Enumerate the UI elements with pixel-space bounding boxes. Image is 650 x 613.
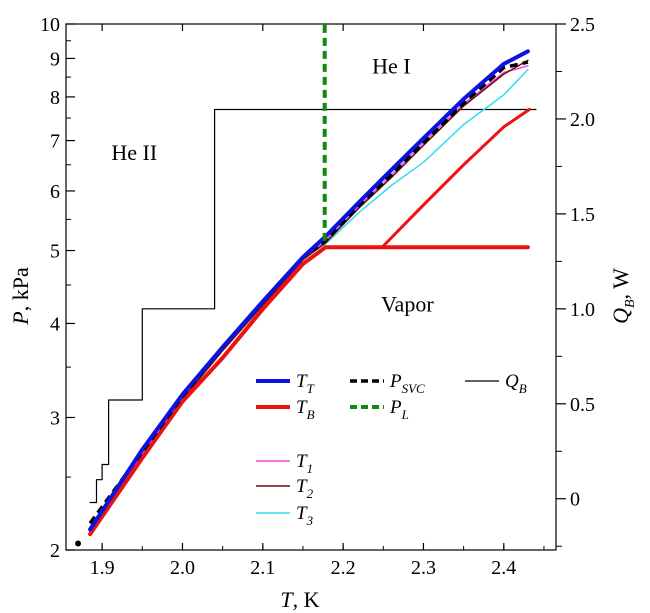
series-line-t-t (88, 49, 530, 532)
x-tick-label: 2.1 (250, 557, 275, 579)
region-labels: He I He II Vapor (111, 53, 434, 316)
x-axis-title-unit: , K (293, 587, 320, 612)
y-tick-label: 3 (50, 407, 60, 429)
y2-tick-label: 1.0 (570, 299, 595, 321)
series-line-p-svc (88, 60, 529, 525)
x-axis-title-symbol: T (280, 587, 294, 612)
y2-axis: 0 0.5 1.0 1.5 2.0 2.5 (556, 14, 595, 547)
y-tick-label: 2 (50, 540, 60, 562)
x-axis: 1.9 2.0 2.1 2.2 2.3 2.4 (90, 24, 545, 579)
plot-frame (65, 23, 557, 551)
y-axis: 2 3 4 5 6 7 8 9 10 (40, 14, 75, 562)
series-line-t-b-branch (381, 107, 531, 248)
series-line-t-3 (101, 68, 529, 511)
y-tick-label: 6 (50, 181, 60, 203)
legend-label: QB (505, 371, 527, 396)
legend-label: PSVC (389, 371, 425, 396)
y2-axis-title: QB, W (608, 268, 638, 324)
legend-label: T2 (296, 476, 314, 501)
y2-tick-label: 2.0 (570, 109, 595, 131)
y2-tick-label: 2.5 (570, 14, 595, 36)
y2-axis-title-unit: , W (608, 268, 633, 300)
y-axis-title: P, kPa (8, 267, 33, 326)
legend-label: TT (296, 371, 315, 396)
legend-label: T1 (296, 451, 313, 476)
series-line-t-b (88, 245, 530, 537)
x-tick-label: 2.0 (170, 557, 195, 579)
y-tick-label: 8 (50, 87, 60, 109)
y2-tick-label: 1.5 (570, 204, 595, 226)
legend-label: PL (389, 397, 409, 422)
y2-tick-label: 0 (570, 489, 580, 511)
series-line-q-b (89, 108, 537, 504)
x-tick-label: 1.9 (90, 557, 115, 579)
series-layer (75, 24, 537, 547)
y-tick-label: 7 (50, 131, 60, 153)
region-label: He I (372, 53, 410, 78)
y-tick-label: 5 (50, 241, 60, 263)
legend-label: T3 (296, 503, 314, 528)
region-label: Vapor (381, 291, 434, 316)
x-tick-label: 2.3 (411, 557, 436, 579)
series-line-t-1 (101, 65, 529, 510)
y-tick-label: 10 (40, 14, 60, 36)
plot-area: He I He II Vapor (65, 23, 557, 551)
legend-label: TB (296, 397, 315, 422)
y-tick-label: 4 (50, 313, 60, 335)
y-axis-title-symbol: P (8, 311, 33, 325)
series-start-marker (75, 540, 82, 547)
region-label: He II (111, 140, 157, 165)
y2-axis-title-symbol: Q (608, 308, 633, 324)
y-axis-title-unit: , kPa (8, 267, 33, 311)
y-tick-label: 9 (50, 48, 60, 70)
series-line-t-2 (101, 59, 529, 513)
y2-tick-label: 0.5 (570, 394, 595, 416)
y2-axis-title-subscript: B (623, 299, 638, 308)
x-tick-label: 2.4 (491, 557, 516, 579)
x-tick-label: 2.2 (331, 557, 356, 579)
x-axis-title: T, K (280, 587, 319, 612)
